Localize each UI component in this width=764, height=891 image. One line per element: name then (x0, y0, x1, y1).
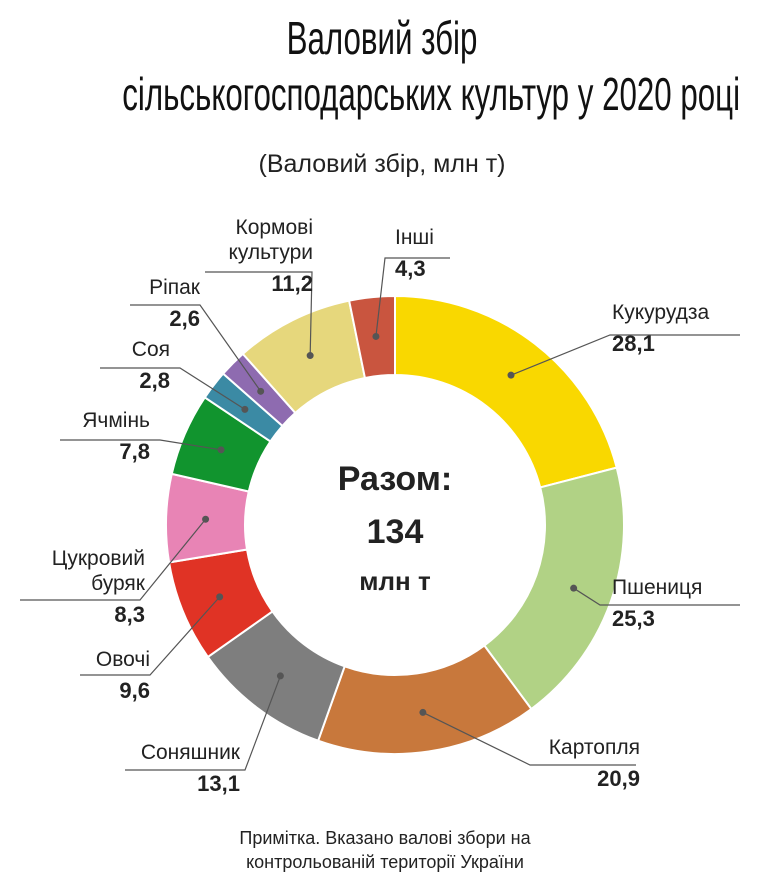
title-line: сільськогосподарських культур у 2020 роц… (122, 68, 741, 120)
value-label: 13,1 (197, 771, 240, 796)
slice-label: Ячмінь 7,8 (40, 408, 150, 464)
category-label: Інші (395, 226, 434, 249)
category-label: Ріпак (149, 276, 200, 299)
category-label: Картопля (548, 736, 640, 759)
value-label: 20,9 (597, 766, 640, 791)
category-label: Соя (131, 338, 170, 361)
center-label: Разом: (337, 460, 453, 498)
note: Примітка. Вказано валові збори на контро… (239, 828, 531, 872)
donut-slice (394, 294, 618, 489)
value-label: 11,2 (271, 271, 313, 296)
slice-label: Картопля 20,9 (510, 735, 640, 791)
slice-label: Соняшник 13,1 (110, 740, 240, 796)
value-label: 8,3 (114, 602, 145, 627)
leader-dot (306, 352, 314, 360)
leader-dot (216, 593, 224, 601)
value-label: 25,3 (612, 606, 655, 631)
value-label: 2,8 (139, 368, 170, 393)
value-label: 9,6 (119, 678, 150, 703)
leader-dot (372, 332, 380, 340)
leader-dot (570, 584, 578, 592)
value-label: 2,6 (169, 306, 200, 331)
slice-label: Кукурудза 28,1 (612, 300, 742, 356)
leader-line (100, 367, 246, 410)
title-line: Валовий збір (286, 12, 478, 64)
leader-dot (257, 387, 265, 395)
leader-line (375, 257, 450, 337)
leader-line (80, 596, 221, 676)
subtitle: (Валовий збір, млн т) (258, 150, 506, 178)
slice-label: Ріпак 2,6 (90, 275, 200, 331)
category-label: Кормові культури (228, 216, 313, 264)
leader-dot (202, 515, 210, 523)
value-label: 4,3 (395, 256, 426, 281)
leader-dot (217, 446, 225, 454)
slice-label: Пшениця 25,3 (612, 575, 742, 631)
value-label: 7,8 (119, 439, 150, 464)
leader-line (125, 675, 281, 771)
leader-dot (276, 672, 284, 680)
leader-line (422, 711, 636, 766)
donut-slice (347, 294, 396, 380)
center-total: Разом: 134 млн т (295, 460, 495, 597)
leader-line (130, 304, 262, 392)
slice-label: Цукровий буряк 8,3 (15, 546, 145, 627)
total: 134 (366, 513, 424, 551)
category-label: Овочі (95, 648, 150, 671)
category-label: Пшениця (612, 576, 703, 599)
leader-dot (419, 708, 427, 716)
leader-line (60, 439, 222, 451)
center-unit: млн т (359, 566, 431, 596)
leader-line (510, 334, 740, 376)
slice-label: Овочі 9,6 (40, 647, 150, 703)
slice-label: Кормові культури 11,2 (195, 215, 313, 296)
leader-line (20, 518, 207, 601)
chart-title: Валовий збір сільськогосподарських культ… (0, 10, 764, 122)
leader-dot (507, 371, 515, 379)
leader-line (205, 271, 313, 356)
slice-label: Інші 4,3 (395, 225, 455, 281)
slice-label: Соя 2,8 (60, 337, 170, 393)
value-label: 28,1 (612, 331, 655, 356)
category-label: Соняшник (140, 741, 240, 764)
category-label: Ячмінь (82, 409, 150, 432)
category-label: Кукурудза (612, 301, 710, 324)
leader-dot (241, 405, 249, 413)
leader-line (573, 587, 740, 606)
category-label: Цукровий буряк (51, 547, 145, 595)
